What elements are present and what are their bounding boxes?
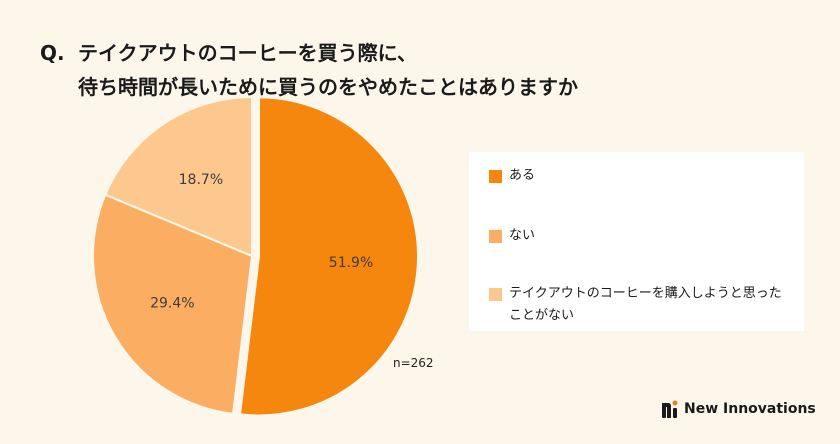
question-prefix: Q.: [40, 41, 65, 65]
legend-label: テイクアウトのコーヒーを購入しようと思ったことがない: [509, 286, 782, 323]
legend-item-aru: ある: [489, 168, 789, 187]
legend-swatch: [489, 230, 502, 243]
legend-item-never: テイクアウトのコーヒーを購入しようと思ったことがない: [489, 286, 789, 327]
pie-data-label: 51.9%: [329, 255, 373, 271]
pie-slice-never: [103, 95, 253, 258]
pie-slice-nai: [92, 193, 254, 415]
pie-data-label: 29.4%: [150, 295, 194, 311]
ni-logo-icon: [662, 400, 678, 418]
question-line-2: 待ち時間が長いために買うのをやめたことはありますか: [78, 75, 578, 99]
legend-label: ある: [509, 168, 536, 183]
question-heading: Q. テイクアウトのコーヒーを買う際に、 待ち時間が長いために買うのをやめたこと…: [40, 36, 578, 104]
pie-data-label: 18.7%: [179, 172, 223, 188]
brand-logo: New Innovations: [662, 400, 816, 418]
legend-swatch: [489, 170, 502, 183]
legend-label: ない: [509, 228, 536, 243]
question-line-1: テイクアウトのコーヒーを買う際に、: [78, 41, 417, 65]
legend-swatch: [489, 288, 502, 301]
brand-name: New Innovations: [684, 401, 816, 417]
chart-legend: ある ない テイクアウトのコーヒーを購入しようと思ったことがない: [469, 152, 804, 331]
legend-item-nai: ない: [489, 228, 789, 247]
sample-size-label: n=262: [393, 356, 434, 370]
pie-slice-aru: [238, 96, 419, 417]
